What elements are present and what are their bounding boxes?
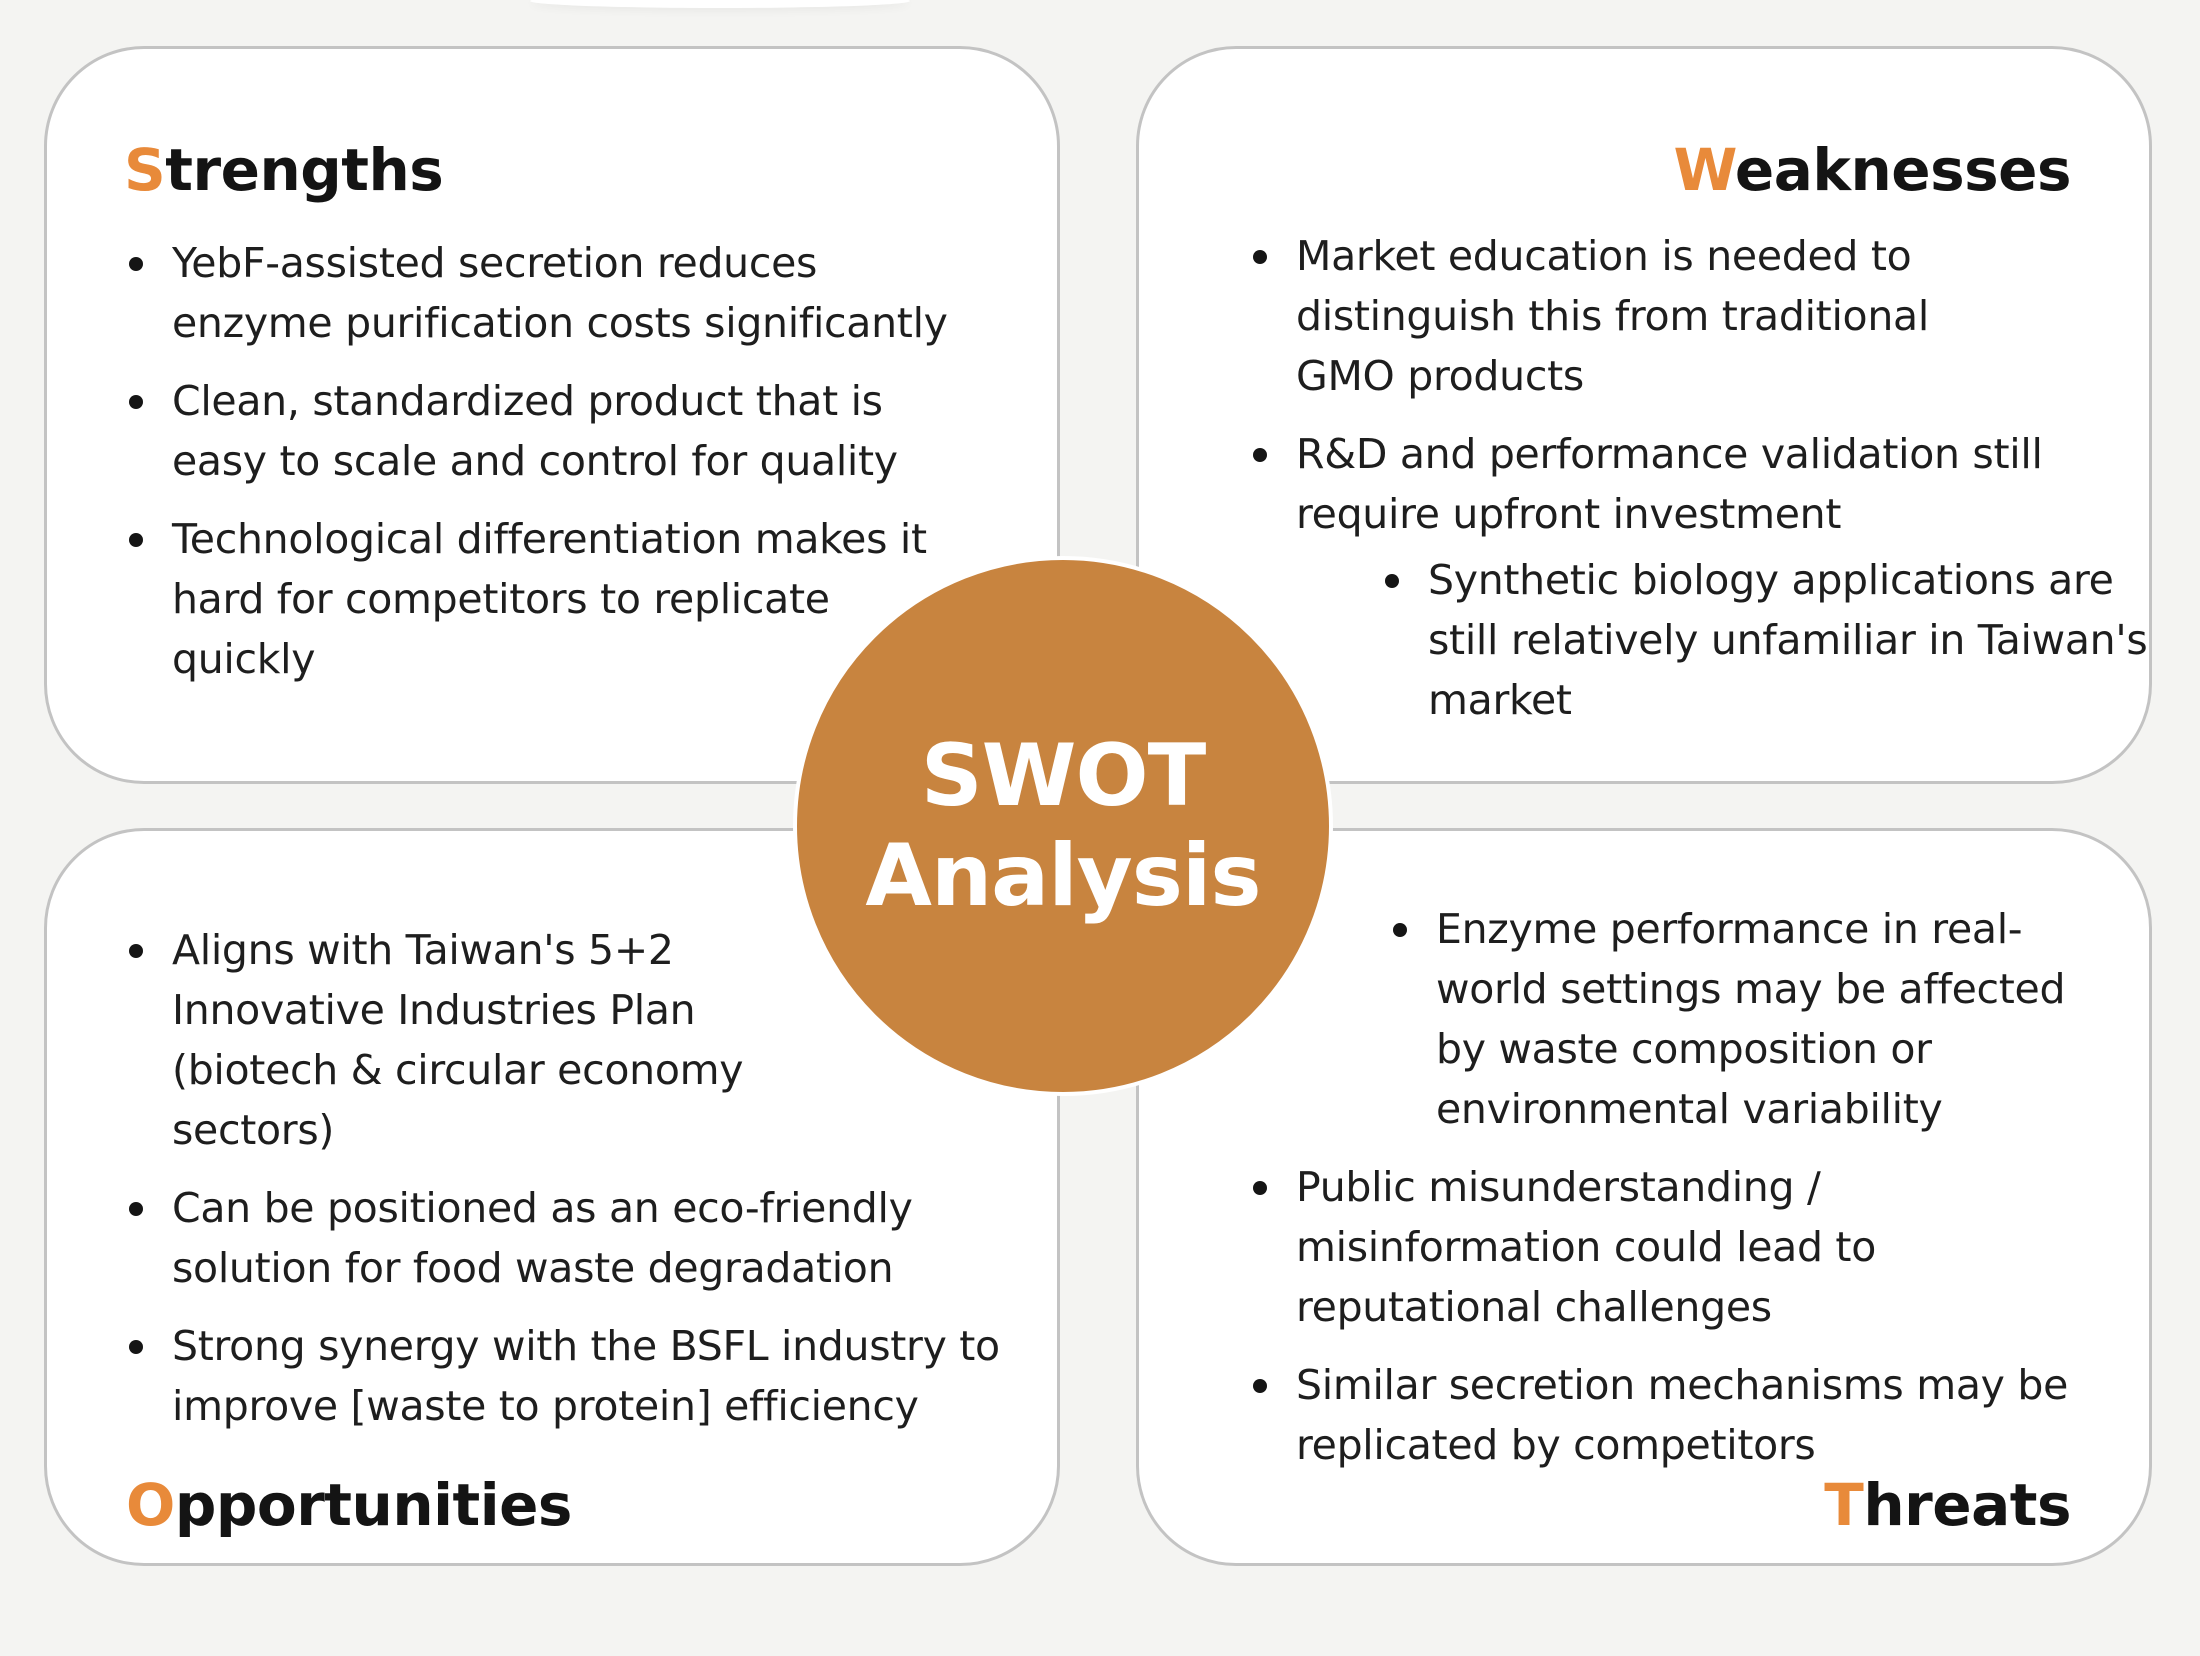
opportunities-title-initial: O	[126, 1471, 175, 1539]
list-item: Clean, standardized product that is easy…	[125, 371, 972, 491]
center-title-line1: SWOT	[920, 726, 1207, 826]
opportunities-card: Aligns with Taiwan's 5+2 Innovative Indu…	[44, 828, 1060, 1566]
weaknesses-card: Weaknesses Market education is needed to…	[1136, 46, 2152, 784]
threats-title: Threats	[1824, 1476, 2071, 1534]
weaknesses-list: Market education is needed to distinguis…	[1249, 226, 2148, 730]
weaknesses-title-rest: eaknesses	[1734, 136, 2072, 204]
swot-center-circle: SWOT Analysis	[793, 556, 1333, 1096]
decorative-shape	[530, 0, 910, 8]
strengths-list: YebF-assisted secretion reduces enzyme p…	[125, 233, 1025, 689]
weaknesses-title-initial: W	[1673, 136, 1735, 204]
weaknesses-title: Weaknesses	[1673, 141, 2071, 199]
list-item: Public misunderstanding / misinformation…	[1249, 1157, 1936, 1337]
list-item: R&D and performance validation still req…	[1249, 424, 2156, 544]
strengths-title: Strengths	[124, 141, 444, 199]
center-title-line2: Analysis	[865, 826, 1261, 926]
list-item: Strong synergy with the BSFL industry to…	[125, 1316, 1072, 1436]
threats-title-rest: hreats	[1863, 1471, 2071, 1539]
opportunities-title: Opportunities	[126, 1476, 572, 1534]
list-item: Enzyme performance in real-world setting…	[1389, 899, 2126, 1139]
strengths-card: Strengths YebF-assisted secretion reduce…	[44, 46, 1060, 784]
threats-title-initial: T	[1824, 1471, 1864, 1539]
strengths-title-rest: trengths	[165, 136, 444, 204]
list-item: Market education is needed to distinguis…	[1249, 226, 2036, 406]
strengths-title-initial: S	[124, 136, 166, 204]
opportunities-list: Aligns with Taiwan's 5+2 Innovative Indu…	[125, 920, 1025, 1436]
list-item: Aligns with Taiwan's 5+2 Innovative Indu…	[125, 920, 852, 1160]
list-item: Similar secretion mechanisms may be repl…	[1249, 1355, 2176, 1475]
list-item: Technological differentiation makes it h…	[125, 509, 952, 689]
list-item: YebF-assisted secretion reduces enzyme p…	[125, 233, 972, 353]
list-item: Can be positioned as an eco-friendly sol…	[125, 1178, 992, 1298]
opportunities-title-rest: pportunities	[174, 1471, 573, 1539]
list-item: Synthetic biology applications are still…	[1381, 550, 2148, 730]
threats-list: Enzyme performance in real-world setting…	[1249, 899, 2129, 1475]
threats-card: Enzyme performance in real-world setting…	[1136, 828, 2152, 1566]
